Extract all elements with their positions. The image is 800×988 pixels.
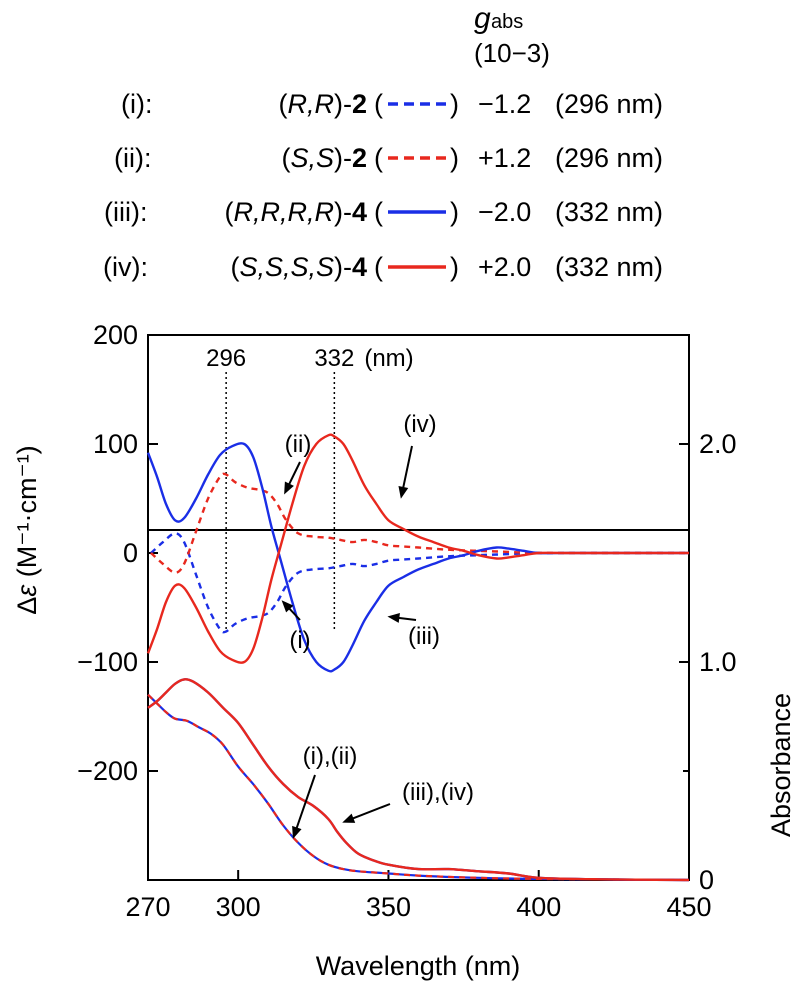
y-right-tick-label: 0: [699, 865, 714, 895]
legend: (i): (R,R)-2 ( ) −1.2 (296 nm) (ii): (S,…: [103, 89, 663, 282]
legend-label-iv: (iv):: [103, 252, 148, 282]
x-tick-label: 350: [366, 892, 411, 922]
legend-gabs-iv: +2.0: [478, 252, 531, 282]
legend-row-iii: (iii): (R,R,R,R)-4 ( ) −2.0 (332 nm): [104, 197, 663, 227]
x-tick-label: 400: [516, 892, 561, 922]
cd-series-iv: [146, 433, 689, 664]
legend-row-i: (i): (R,R)-2 ( ) −1.2 (296 nm): [121, 89, 663, 119]
reference-lines: [225, 372, 336, 630]
legend-paren-close-iii: ): [450, 197, 459, 227]
y-right-tick-label: 1.0: [699, 647, 737, 677]
legend-wavelength-i: (296 nm): [555, 89, 663, 119]
cd-series-ii: [150, 472, 689, 574]
annotation-arrow-head: [387, 612, 400, 623]
g-unit: (10−3): [474, 38, 550, 68]
legend-wavelength-iii: (332 nm): [555, 197, 663, 227]
y-axis-left-label: Δε (M⁻¹·cm⁻¹): [12, 445, 42, 614]
legend-compound-iii: (R,R,R,R)-4: [224, 197, 367, 227]
annotation-arrow-shaft: [286, 461, 301, 488]
g-symbol: g: [474, 2, 491, 35]
legend-header: g abs (10−3): [474, 2, 550, 68]
legend-paren-close-i: ): [450, 89, 459, 119]
legend-paren-open-iii: (: [374, 197, 383, 227]
legend-gabs-i: −1.2: [478, 89, 531, 119]
ref-unit: (nm): [364, 345, 413, 372]
annotation-label: (i): [289, 627, 310, 654]
annotation-arrow-shaft: [294, 774, 316, 832]
annotation-label: (ii): [285, 431, 312, 458]
y-right-tick-label: 2.0: [699, 429, 737, 459]
legend-gabs-ii: +1.2: [478, 143, 531, 173]
cd-series-iii: [146, 442, 689, 673]
annotation-label: (iv): [403, 411, 436, 438]
annotation-arrow-head: [284, 481, 294, 495]
legend-wavelength-ii: (296 nm): [555, 143, 663, 173]
legend-paren-open-i: (: [374, 89, 383, 119]
annotation-arrow-shaft: [349, 803, 391, 821]
abs-series-i,ii-b: [147, 693, 690, 882]
legend-row-ii: (ii): (S,S)-2 ( ) +1.2 (296 nm): [114, 143, 663, 173]
cd-series-i: [150, 532, 689, 634]
annotations: (ii) (i) (iv) (iii) (i),(ii) (iii),(iv): [281, 411, 474, 839]
legend-label-i: (i):: [121, 89, 152, 119]
legend-label-ii: (ii):: [114, 143, 151, 173]
x-tick-label: 450: [666, 892, 711, 922]
legend-paren-close-ii: ): [450, 143, 459, 173]
x-tick-label: 300: [216, 892, 261, 922]
data-series: [146, 433, 690, 882]
y-axis-right-label: Absorbance: [766, 693, 796, 837]
legend-gabs-iii: −2.0: [478, 197, 531, 227]
annotation-arrow-head: [292, 825, 302, 839]
y-left-tick-label: −200: [77, 756, 138, 786]
legend-paren-open-ii: (: [374, 143, 383, 173]
legend-paren-open-iv: (: [374, 252, 383, 282]
annotation-label: (iii),(iv): [402, 779, 474, 806]
y-left-tick-label: −100: [77, 647, 138, 677]
annotation-arrow-head: [281, 600, 294, 613]
axis-ticks: 270 300 350 400 450 200 100 0 −100 −200 0 1.0 2.0: [77, 320, 736, 922]
legend-label-iii: (iii):: [104, 197, 147, 227]
ref-label-332: 332: [314, 345, 354, 372]
annotation-arrow-head: [398, 485, 409, 499]
legend-compound-i: (R,R)-2: [278, 89, 367, 119]
annotation-label: (i),(ii): [303, 743, 358, 770]
plot-frame: [147, 334, 690, 881]
y-left-tick-label: 0: [123, 538, 138, 568]
legend-compound-iv: (S,S,S,S)-4: [230, 252, 367, 282]
x-axis-label: Wavelength (nm): [316, 951, 521, 981]
ref-label-296: 296: [206, 345, 246, 372]
x-tick-label: 270: [125, 892, 170, 922]
y-left-tick-label: 100: [93, 429, 138, 459]
abs-series-iii,iv-b: [147, 678, 690, 882]
legend-compound-ii: (S,S)-2: [281, 143, 367, 173]
legend-wavelength-iv: (332 nm): [555, 252, 663, 282]
annotation-arrow-shaft: [401, 445, 413, 492]
y-left-tick-label: 200: [93, 320, 138, 350]
g-subscript: abs: [491, 11, 523, 33]
legend-row-iv: (iv): (S,S,S,S)-4 ( ) +2.0 (332 nm): [103, 252, 663, 282]
annotation-arrow-head: [342, 813, 356, 823]
annotation-label: (iii): [408, 623, 440, 650]
legend-paren-close-iv: ): [450, 252, 459, 282]
